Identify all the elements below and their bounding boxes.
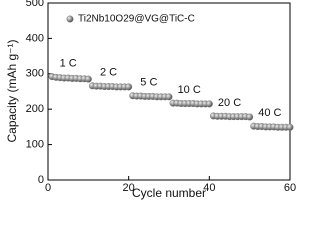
y-tick-label: 500 [26,0,44,9]
chart: Capacity (mAh g⁻¹) Cycle number 01002003… [5,0,296,200]
plot-frame [47,2,291,181]
x-tick-label: 60 [284,182,296,194]
rate-label: 2 C [100,67,117,79]
rate-label: 10 C [178,84,201,96]
y-tick-label: 300 [26,68,44,80]
x-axis-title: Cycle number [132,186,206,200]
point [84,75,92,83]
rate-label: 40 C [258,107,281,119]
point [125,83,133,91]
point [286,123,294,131]
x-tick-label: 40 [203,182,215,194]
legend-label: Ti2Nb10O29@VG@TiC-C [78,14,195,25]
legend-marker [66,15,74,23]
y-tick-label: 100 [26,139,44,151]
x-tick-label: 0 [45,182,51,194]
point [205,100,213,108]
rate-label: 20 C [218,97,241,109]
y-tick-label: 400 [26,32,44,44]
y-tick-label: 200 [26,103,44,115]
point [246,113,254,121]
x-tick-label: 20 [123,182,135,194]
point [165,93,173,101]
rate-label: 5 C [140,77,157,89]
y-axis-title: Capacity (mAh g⁻¹) [5,39,19,142]
y-tick-label: 0 [38,174,44,186]
rate-label: 1 C [60,58,77,70]
